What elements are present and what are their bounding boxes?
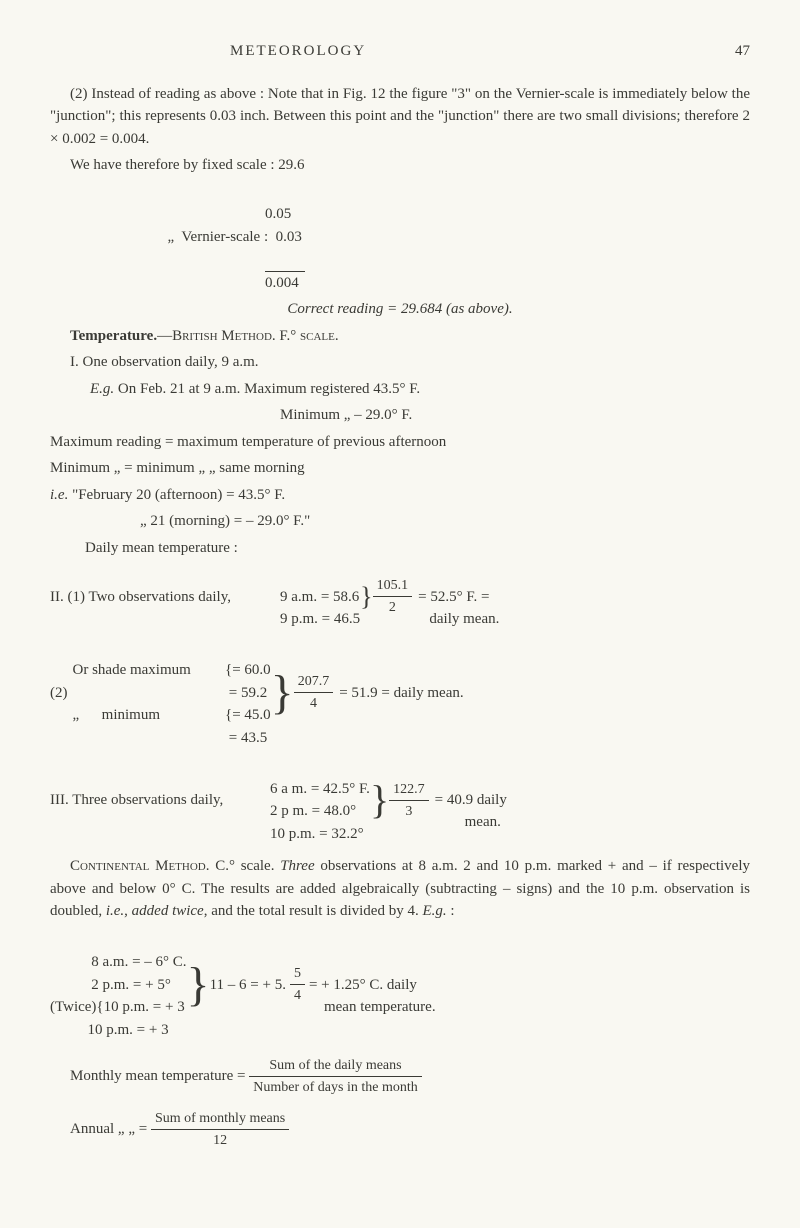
header-title: METEOROLOGY [230,40,366,63]
sec-III-heading: III. Three observations daily, [50,789,270,812]
vernier-label: „ Vernier-scale : [168,229,269,245]
vernier-val-b: 0.03 [276,229,302,245]
para-2: (2) Instead of reading as above : Note t… [50,83,750,151]
page-header: METEOROLOGY 47 [50,40,750,63]
correct-reading: Correct reading = 29.684 (as above). [50,298,750,321]
twice-frac: 5 4 [290,963,305,1006]
vernier-val-a: 0.05 [265,206,291,222]
continental-para: Continental Method. C.° scale. Three obs… [50,855,750,923]
monthly-line: Monthly mean temperature = Sum of the da… [50,1055,750,1098]
III-frac: 122.7 3 [389,779,429,822]
II-left-col: 9 a.m. = 58.6 9 p.m. = 46.5 [280,563,360,631]
sec-I-line7: „ 21 (morning) = – 29.0° F." [50,510,750,533]
temperature-heading: Temperature.—British Method. F.° scale. [50,325,750,348]
II2-labels: Or shade maximum (2) „ minimum [50,637,225,750]
III-result: = 40.9 daily mean. [435,766,507,834]
sec-I-line3: Minimum „ – 29.0° F. [50,404,750,427]
twice-mid: 11 – 6 = + 5. [210,974,286,997]
III-left: 6 a m. = 42.5° F. 2 p m. = 48.0° 10 p.m.… [270,755,370,845]
sec-I-line4: Maximum reading = maximum temperature of… [50,431,750,454]
para-fixed-scale: We have therefore by fixed scale : 29.6 [50,154,750,177]
sec-I-line1: I. One observation daily, 9 a.m. [50,351,750,374]
sec-I-line8: Daily mean temperature : [50,537,750,560]
II2-frac: 207.7 4 [294,671,334,714]
twice-result: = + 1.25° C. daily mean temperature. [309,951,436,1019]
sec-I-line5: Minimum „ = minimum „ „ same morning [50,457,750,480]
twice-block: 8 a.m. = – 6° C. 2 p.m. = + 5° (Twice){1… [50,929,750,1042]
annual-line: Annual „ „ = Sum of monthly means 12 [50,1108,750,1151]
II2-bracket-vals: {= 60.0 = 59.2 {= 45.0 = 43.5 [225,637,271,750]
II-frac: 105.1 2 [373,575,413,618]
sec-I-line2: E.g. On Feb. 21 at 9 a.m. Maximum regist… [50,378,750,401]
sec-II-2: Or shade maximum (2) „ minimum {= 60.0 =… [50,637,750,750]
sec-II-1: II. (1) Two observations daily, 9 a.m. =… [50,563,750,631]
vernier-block: 0.05 „ Vernier-scale : 0.03 0.004 [130,181,750,295]
II-right: = 52.5° F. = daily mean. [418,563,499,631]
sec-III: III. Three observations daily, 6 a m. = … [50,755,750,845]
sec-I-line6: i.e. "February 20 (afternoon) = 43.5° F. [50,484,750,507]
II2-result: = 51.9 = daily mean. [339,682,463,705]
twice-left: 8 a.m. = – 6° C. 2 p.m. = + 5° (Twice){1… [50,929,187,1042]
sec-II-heading: II. (1) Two observations daily, [50,586,280,609]
vernier-val-c: 0.004 [265,275,299,291]
page-number: 47 [735,40,750,63]
